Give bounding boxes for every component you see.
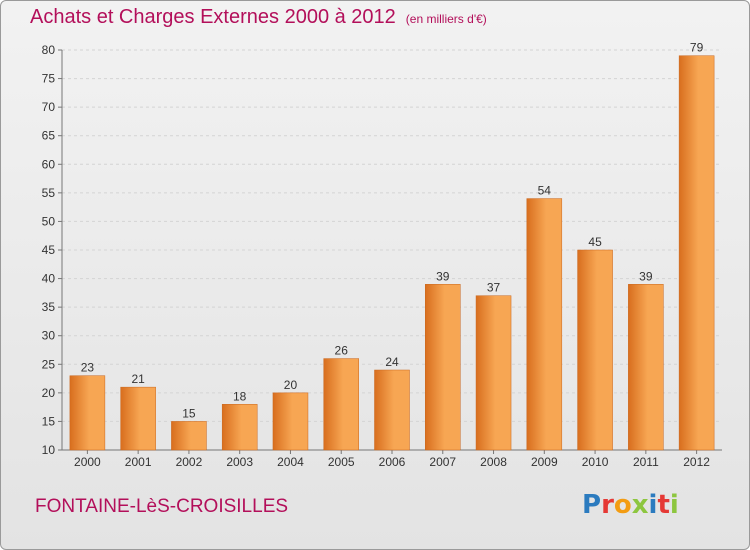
value-label: 26 — [335, 344, 349, 358]
logo-letter: i — [669, 490, 679, 520]
axes: 10 15 20 25 30 35 40 45 50 55 60 65 70 75 80 2000 2001 20… — [42, 43, 722, 469]
bar-2007 — [425, 284, 461, 451]
y-tick-label: 60 — [42, 157, 56, 171]
y-tick-label: 45 — [42, 243, 56, 257]
x-tick-label: 2011 — [633, 455, 659, 469]
bar-2004 — [272, 392, 309, 451]
bar-2003 — [221, 404, 258, 451]
title-text: Achats et Charges Externes 2000 à 2012 — [30, 6, 396, 28]
bars — [69, 55, 715, 451]
x-tick-label: 2012 — [683, 455, 710, 469]
proxiti-logo: Proxiti — [582, 490, 679, 520]
x-tick-label: 2009 — [531, 455, 558, 469]
x-tick-label: 2006 — [379, 455, 406, 469]
logo-letter: t — [657, 490, 670, 520]
value-label: 21 — [131, 372, 145, 386]
y-tick-label: 20 — [42, 386, 56, 400]
bar-2010 — [577, 249, 613, 451]
x-tick-label: 2003 — [226, 455, 253, 469]
logo-letter: r — [601, 490, 614, 520]
value-label: 39 — [436, 269, 450, 283]
value-label: 20 — [284, 378, 298, 392]
y-tick-label: 30 — [42, 329, 56, 343]
bar-2001 — [120, 386, 156, 451]
x-tick-label: 2007 — [429, 455, 456, 469]
x-tick-label: 2001 — [125, 455, 152, 469]
y-tick-label: 25 — [42, 357, 56, 371]
value-label: 23 — [81, 361, 95, 375]
value-label: 39 — [639, 269, 653, 283]
bar-2011 — [628, 284, 664, 451]
y-tick-label: 15 — [42, 414, 56, 428]
value-label: 54 — [538, 184, 552, 198]
gridlines — [62, 49, 722, 451]
y-tick-label: 70 — [42, 100, 56, 114]
y-tick-label: 75 — [42, 72, 56, 86]
x-tick-label: 2000 — [74, 455, 101, 469]
y-tick-label: 55 — [42, 186, 56, 200]
bar-2008 — [475, 295, 512, 451]
bar-2012 — [678, 55, 715, 451]
logo-letter: P — [582, 490, 602, 520]
value-labels: 23 21 15 18 20 26 24 39 37 54 45 39 79 — [81, 41, 704, 421]
y-tick-label: 80 — [42, 43, 56, 57]
bar-2006 — [374, 369, 410, 451]
value-label: 45 — [588, 235, 602, 249]
y-tick-label: 10 — [42, 443, 56, 457]
chart-title: Achats et Charges Externes 2000 à 2012 (e… — [30, 6, 487, 29]
y-tick-label: 35 — [42, 300, 56, 314]
logo-letter: x — [631, 490, 649, 520]
x-tick-label: 2002 — [176, 455, 203, 469]
unit-text: (en milliers d'€) — [405, 12, 487, 26]
x-tick-label: 2008 — [480, 455, 507, 469]
x-tick-label: 2005 — [328, 455, 355, 469]
value-label: 18 — [233, 389, 247, 403]
logo-letter: i — [648, 490, 658, 520]
x-tick-label: 2010 — [582, 455, 609, 469]
bar-2002 — [171, 421, 207, 451]
y-tick-label: 65 — [42, 129, 56, 143]
value-label: 37 — [487, 281, 501, 295]
value-label: 24 — [385, 355, 399, 369]
value-label: 79 — [690, 41, 704, 55]
place-name: FONTAINE-LèS-CROISILLES — [35, 496, 289, 517]
bar-2005 — [323, 358, 359, 451]
x-tick-label: 2004 — [277, 455, 304, 469]
value-label: 15 — [182, 406, 196, 420]
bar-2009 — [526, 198, 563, 451]
y-tick-label: 40 — [42, 272, 56, 286]
y-tick-label: 50 — [42, 214, 56, 228]
logo-letter: o — [613, 490, 632, 520]
bar-2000 — [69, 375, 106, 451]
